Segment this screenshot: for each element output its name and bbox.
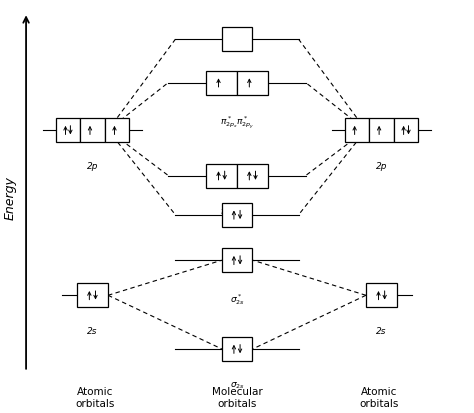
Bar [206, 164, 237, 188]
Bar [366, 283, 397, 307]
Text: Energy: Energy [4, 176, 17, 220]
Text: 2p: 2p [87, 162, 98, 171]
Bar [237, 164, 268, 188]
Text: 2p: 2p [376, 162, 387, 171]
Bar [221, 337, 252, 361]
Bar [80, 118, 105, 142]
Text: $\pi^*_{2p_x}\pi^*_{2p_y}$: $\pi^*_{2p_x}\pi^*_{2p_y}$ [220, 114, 254, 131]
Bar [221, 27, 252, 51]
Bar [221, 203, 252, 227]
Bar [77, 283, 108, 307]
Bar [56, 118, 80, 142]
Text: 2s: 2s [376, 327, 387, 336]
Bar [369, 118, 394, 142]
Bar [105, 118, 129, 142]
Text: $\sigma^*_{2p_z}$: $\sigma^*_{2p_z}$ [228, 71, 246, 87]
Text: Atomic
orbitals: Atomic orbitals [75, 387, 115, 409]
Bar [221, 248, 252, 272]
Bar [237, 71, 268, 95]
Bar [345, 118, 369, 142]
Text: $\sigma^*_{2s}$: $\sigma^*_{2s}$ [229, 292, 245, 307]
Bar [394, 118, 418, 142]
Text: $\sigma_{2p_z}$: $\sigma_{2p_z}$ [228, 247, 246, 258]
Bar [206, 71, 237, 95]
Text: Atomic
orbitals: Atomic orbitals [359, 387, 399, 409]
Text: 2s: 2s [87, 327, 98, 336]
Text: Molecular
orbitals: Molecular orbitals [211, 387, 263, 409]
Text: $\pi_{2p_x}\pi_{2p_y}$: $\pi_{2p_x}\pi_{2p_y}$ [220, 207, 254, 220]
Text: $\sigma_{2s}$: $\sigma_{2s}$ [229, 381, 245, 391]
